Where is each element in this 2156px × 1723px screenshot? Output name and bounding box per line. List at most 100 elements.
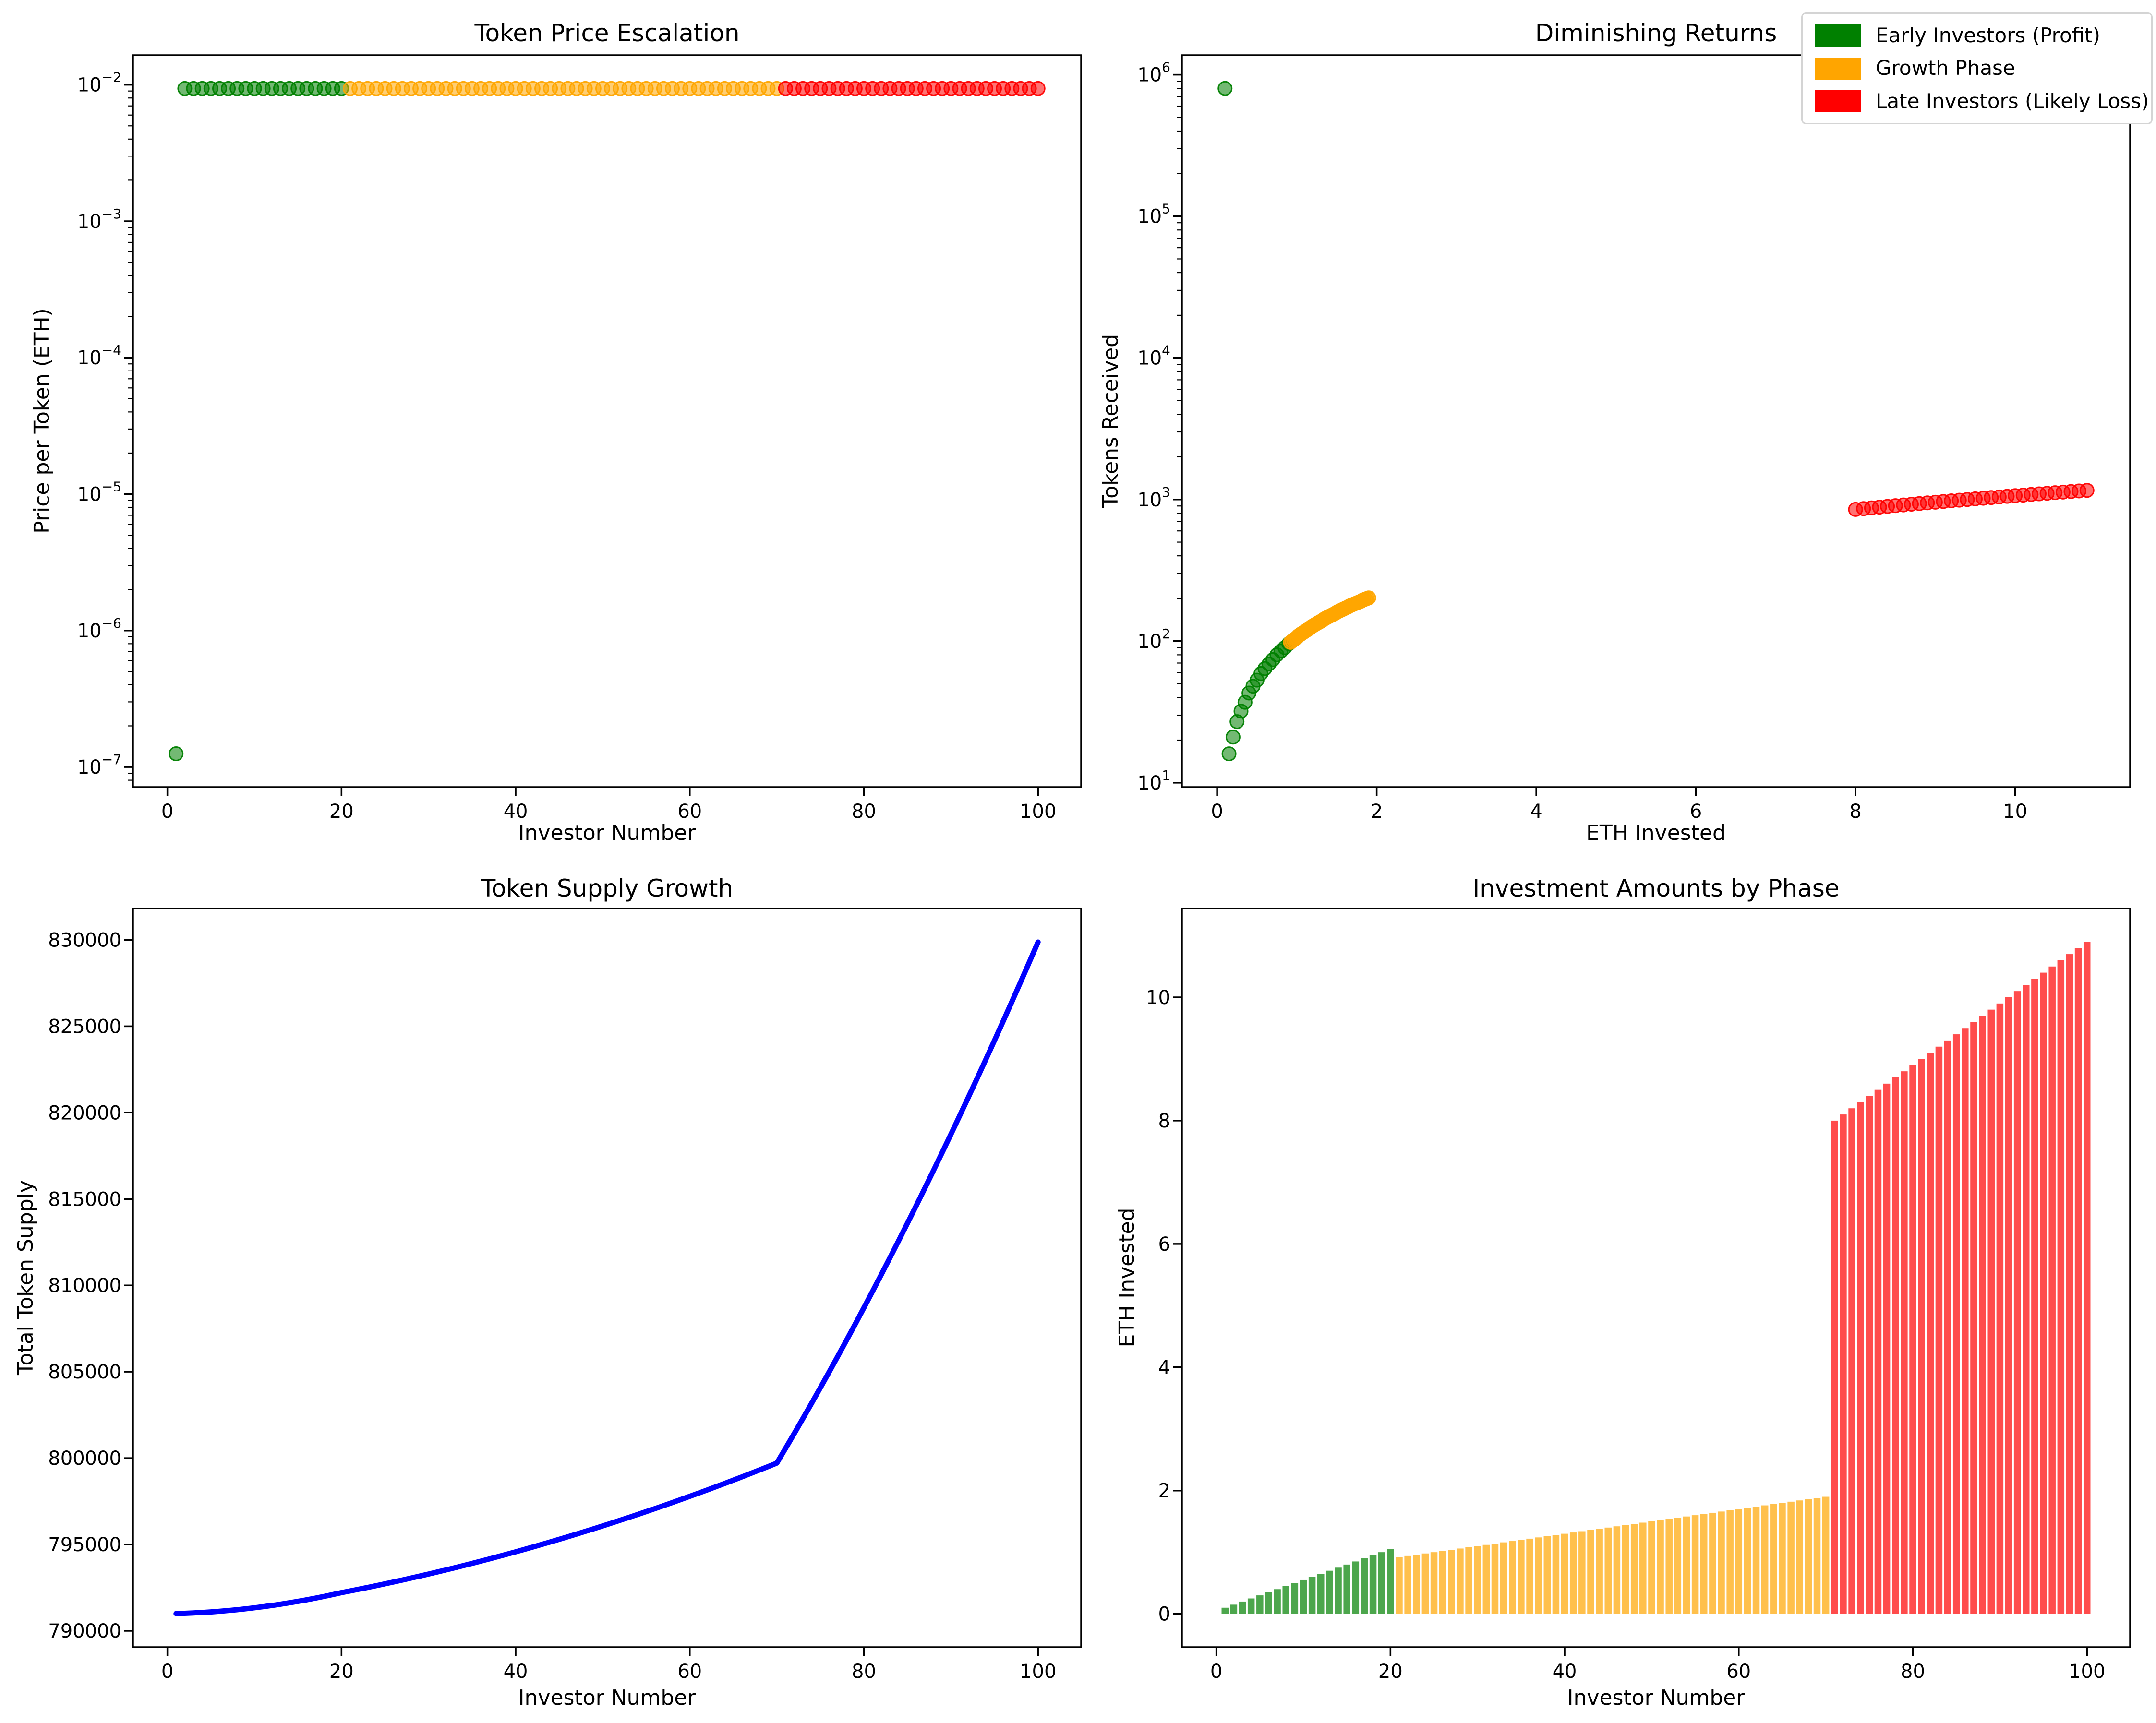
bar xyxy=(1343,1564,1350,1614)
bar xyxy=(1378,1552,1385,1614)
bar xyxy=(1883,1083,1891,1614)
bar xyxy=(1448,1550,1455,1614)
bar xyxy=(1857,1102,1864,1614)
bar xyxy=(1404,1555,1411,1614)
bar xyxy=(1500,1542,1507,1614)
legend-item: Early Investors (Profit) xyxy=(1815,24,2139,48)
y-tick-label: 8 xyxy=(1158,1110,1170,1132)
chart1-title: Token Price Escalation xyxy=(474,19,740,47)
y-tick-label: 104 xyxy=(1137,343,1170,370)
x-tick-label: 6 xyxy=(1690,801,1702,823)
chart2-yaxis-label: Tokens Received xyxy=(1098,334,1123,508)
bar xyxy=(1613,1526,1621,1614)
chart4-xaxis-label: Investor Number xyxy=(1567,1686,1745,1710)
y-tick-label: 820000 xyxy=(48,1102,121,1124)
chart3-title: Token Supply Growth xyxy=(481,874,734,902)
y-tick-label: 10−7 xyxy=(77,752,121,778)
bar xyxy=(1308,1577,1316,1614)
bar xyxy=(1317,1574,1325,1614)
axes-frame xyxy=(1181,54,2131,788)
bar xyxy=(2066,954,2073,1614)
bar xyxy=(1552,1535,1560,1614)
chart2-title: Diminishing Returns xyxy=(1535,19,1777,47)
data-point xyxy=(2079,483,2095,498)
bar xyxy=(1700,1514,1708,1614)
bar xyxy=(1909,1065,1916,1614)
bar xyxy=(1396,1557,1403,1614)
x-tick-label: 40 xyxy=(504,801,528,823)
bar xyxy=(1369,1555,1377,1614)
bar xyxy=(1535,1537,1542,1614)
bar xyxy=(1927,1053,1934,1614)
bar xyxy=(2040,972,2047,1614)
chart-4-axes: 0 20 40 60 80 100 0 2 4 6 8 10 xyxy=(1146,908,2131,1683)
bar xyxy=(1796,1500,1803,1614)
axes-frame xyxy=(132,908,1082,1648)
x-tick-label: 60 xyxy=(677,801,702,823)
bar xyxy=(2005,997,2012,1614)
bar xyxy=(1813,1498,1821,1614)
y-tick-label: 10−5 xyxy=(77,479,121,506)
bar xyxy=(1230,1604,1238,1614)
y-tick-label: 101 xyxy=(1137,767,1170,794)
bar xyxy=(1326,1570,1333,1614)
x-tick-label: 20 xyxy=(329,1661,354,1683)
x-tick-label: 0 xyxy=(1210,1661,1222,1683)
bar xyxy=(1718,1511,1725,1614)
x-tick-label: 80 xyxy=(1901,1661,1925,1683)
legend-item: Growth Phase xyxy=(1815,56,2139,80)
y-tick-label: 103 xyxy=(1137,484,1170,511)
y-tick-label: 10−3 xyxy=(77,206,121,233)
bar xyxy=(1665,1519,1673,1614)
bar xyxy=(1726,1510,1734,1614)
bar xyxy=(1962,1028,1969,1614)
bar xyxy=(1291,1583,1299,1614)
bar xyxy=(1578,1531,1586,1614)
bar xyxy=(1935,1046,1943,1614)
bar xyxy=(1413,1555,1421,1614)
bar xyxy=(2083,942,2091,1614)
bar xyxy=(1335,1567,1342,1614)
bar xyxy=(1866,1096,1873,1614)
x-tick-label: 20 xyxy=(329,801,354,823)
x-tick-label: 60 xyxy=(1726,1661,1751,1683)
y-tick-label: 2 xyxy=(1158,1480,1170,1502)
x-tick-label: 0 xyxy=(161,801,173,823)
x-tick-label: 100 xyxy=(1020,801,1056,823)
data-point xyxy=(1217,81,1233,96)
x-tick-label: 8 xyxy=(1849,801,1861,823)
bar xyxy=(1683,1516,1690,1614)
bar xyxy=(1387,1549,1394,1614)
y-tick-label: 6 xyxy=(1158,1233,1170,1256)
x-tick-label: 80 xyxy=(852,1661,876,1683)
bar xyxy=(1352,1561,1360,1614)
y-tick-label: 810000 xyxy=(48,1275,121,1297)
bar xyxy=(1639,1522,1647,1614)
y-tick-label: 10−2 xyxy=(77,70,121,96)
bar xyxy=(1265,1592,1272,1614)
bar xyxy=(1831,1120,1838,1614)
legend-label: Late Investors (Likely Loss) xyxy=(1876,89,2149,113)
bar xyxy=(1256,1595,1264,1614)
data-point xyxy=(1221,746,1237,762)
legend-label: Growth Phase xyxy=(1876,56,2015,80)
data-point xyxy=(1030,81,1046,96)
bar xyxy=(1744,1508,1751,1614)
bar xyxy=(1674,1518,1682,1614)
axes-frame xyxy=(1181,908,2131,1648)
bar xyxy=(1840,1114,1847,1614)
x-tick-label: 10 xyxy=(2003,801,2027,823)
bar xyxy=(1630,1524,1638,1614)
bar xyxy=(1691,1515,1699,1614)
bar xyxy=(1543,1536,1551,1614)
bar xyxy=(2074,948,2082,1614)
y-tick-label: 10 xyxy=(1146,987,1170,1009)
bar xyxy=(1221,1607,1229,1614)
bar xyxy=(2048,966,2056,1614)
y-tick-label: 800000 xyxy=(48,1448,121,1470)
y-tick-label: 815000 xyxy=(48,1188,121,1210)
bar xyxy=(1274,1589,1281,1614)
chart2-xaxis-label: ETH Invested xyxy=(1586,821,1726,845)
legend-label: Early Investors (Profit) xyxy=(1876,24,2100,47)
